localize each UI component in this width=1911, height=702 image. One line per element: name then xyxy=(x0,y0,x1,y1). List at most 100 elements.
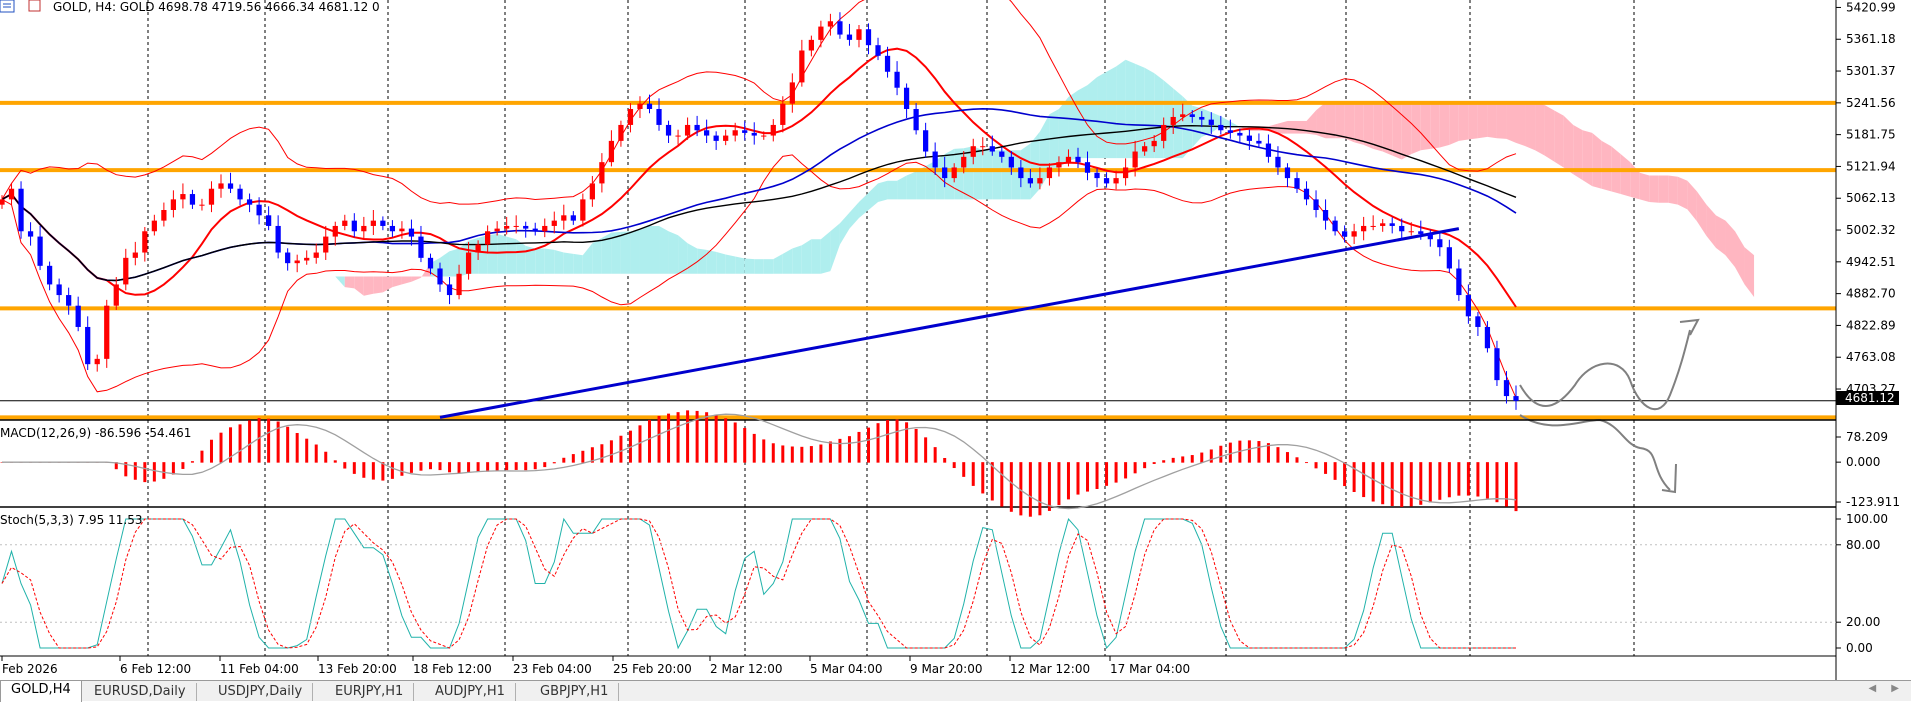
projection-down-arrowhead xyxy=(1661,463,1677,494)
candle-body-37 xyxy=(351,220,357,232)
kumo-segment-47 xyxy=(697,248,707,274)
macd-bar-105 xyxy=(1000,462,1004,507)
macd-signal-line xyxy=(2,413,1517,510)
candle-body-10 xyxy=(94,358,100,365)
candle-body-142 xyxy=(1351,231,1357,237)
candle-body-12 xyxy=(113,284,119,306)
candle-body-73 xyxy=(694,124,700,131)
chart-tab-2[interactable]: USDJPY,Daily xyxy=(208,683,314,701)
macd-histogram xyxy=(0,410,1518,517)
macd-bar-76 xyxy=(724,418,728,463)
macd-bar-138 xyxy=(1314,462,1318,469)
kumo-segment-31 xyxy=(544,248,555,274)
candle-body-93 xyxy=(884,55,891,72)
chart-tab-4[interactable]: AUDJPY,H1 xyxy=(425,683,516,701)
candle-body-20 xyxy=(189,194,196,205)
kumo-segment-111 xyxy=(1306,110,1317,135)
stochastic-panel: Stoch(5,3,3) 7.95 11.53 100.00 80.00 20.00… xyxy=(0,512,1888,655)
chart-tab-3[interactable]: EURJPY,H1 xyxy=(325,683,415,701)
macd-bar-21 xyxy=(200,450,204,463)
candle-body-14 xyxy=(132,252,138,258)
current-price-value: 4681.12 xyxy=(1845,391,1895,405)
kumo-segment-103 xyxy=(1230,121,1240,127)
macd-bar-19 xyxy=(181,462,185,469)
macd-bar-57 xyxy=(543,462,547,468)
kumo-segment-30 xyxy=(535,248,545,274)
candle-body-130 xyxy=(1237,132,1243,136)
candle-body-27 xyxy=(256,204,262,216)
macd-bar-50 xyxy=(476,462,480,472)
candle-body-137 xyxy=(1303,188,1310,200)
candle-body-81 xyxy=(770,124,776,136)
chart-tab-5[interactable]: GBPJPY,H1 xyxy=(530,683,620,701)
candle-body-107 xyxy=(1018,167,1024,179)
kumo-segment-87 xyxy=(1077,85,1088,159)
stochastic-axis: 100.00 80.00 20.00 0.00 xyxy=(0,512,1888,655)
kumo-segment-129 xyxy=(1477,102,1488,139)
macd-bar-123 xyxy=(1171,457,1175,463)
candle-body-118 xyxy=(1122,167,1129,179)
candle-body-66 xyxy=(627,108,634,125)
candle-body-62 xyxy=(589,183,595,200)
macd-bar-145 xyxy=(1381,462,1385,505)
candle-body-138 xyxy=(1313,199,1319,210)
candle-body-101 xyxy=(961,156,967,168)
kumo-segment-90 xyxy=(1106,66,1117,159)
candle-body-51 xyxy=(485,231,491,245)
candle-body-55 xyxy=(523,225,529,229)
candle-body-1 xyxy=(8,188,15,200)
time-label-9: 9 Mar 20:00 xyxy=(910,662,983,676)
candle-body-150 xyxy=(1427,233,1433,240)
candle-body-26 xyxy=(246,199,253,205)
kumo-segment-51 xyxy=(735,256,745,274)
time-label-2: 11 Feb 04:00 xyxy=(220,662,299,676)
candle-body-32 xyxy=(304,257,310,261)
chart-canvas[interactable]: GOLD, H4: GOLD 4698.78 4719.56 4666.34 4… xyxy=(0,0,1911,680)
kumo-segment-84 xyxy=(1049,108,1059,173)
macd-bar-62 xyxy=(590,447,594,463)
kumo-segment-52 xyxy=(744,258,755,274)
candle-body-22 xyxy=(208,188,215,205)
kumo-segment-48 xyxy=(706,249,717,274)
kumo-segment-137 xyxy=(1554,110,1564,168)
macd-bar-42 xyxy=(400,462,404,476)
kumo-segment-29 xyxy=(525,245,536,274)
kumo-segment-54 xyxy=(763,259,774,274)
macd-bar-40 xyxy=(381,462,385,481)
symbol-icon xyxy=(0,0,15,13)
candle-body-79 xyxy=(751,132,757,136)
candle-body-99 xyxy=(942,167,948,179)
candle-body-64 xyxy=(608,140,615,163)
kumo-segment-136 xyxy=(1544,105,1555,162)
candle-body-85 xyxy=(808,39,814,51)
macd-bar-59 xyxy=(562,457,566,463)
macd-label-1: 0.000 xyxy=(1846,455,1880,469)
macd-bar-144 xyxy=(1371,462,1375,502)
kumo-segment-118 xyxy=(1373,102,1383,152)
kumo-segment-120 xyxy=(1392,102,1402,160)
macd-label-2: -123.911 xyxy=(1846,495,1900,509)
current-price-label: 4681.12 xyxy=(1836,391,1899,405)
kumo-segment-70 xyxy=(916,166,926,200)
candle-body-103 xyxy=(980,146,986,148)
macd-bar-121 xyxy=(1152,462,1156,464)
kumo-segment-11 xyxy=(354,276,364,296)
kumo-segment-50 xyxy=(725,254,736,274)
kumo-segment-134 xyxy=(1525,102,1536,151)
macd-bar-68 xyxy=(647,419,651,463)
tab-scroll-arrows[interactable]: ◀ ▶ xyxy=(1868,683,1905,694)
candle-body-139 xyxy=(1322,210,1329,221)
macd-bar-109 xyxy=(1038,462,1042,516)
candle-body-34 xyxy=(323,236,329,253)
chart-tab-1[interactable]: EURUSD,Daily xyxy=(84,683,197,701)
chart-tab-0[interactable]: GOLD,H4 xyxy=(0,681,82,702)
candle-body-0 xyxy=(0,199,5,205)
macd-bar-55 xyxy=(524,462,528,471)
kumo-segment-125 xyxy=(1439,102,1450,148)
candle-body-25 xyxy=(237,188,243,200)
candle-body-23 xyxy=(218,183,224,189)
macd-bar-126 xyxy=(1200,452,1204,463)
candle-body-48 xyxy=(456,273,462,296)
price-label-3: 5241.56 xyxy=(1846,96,1896,110)
